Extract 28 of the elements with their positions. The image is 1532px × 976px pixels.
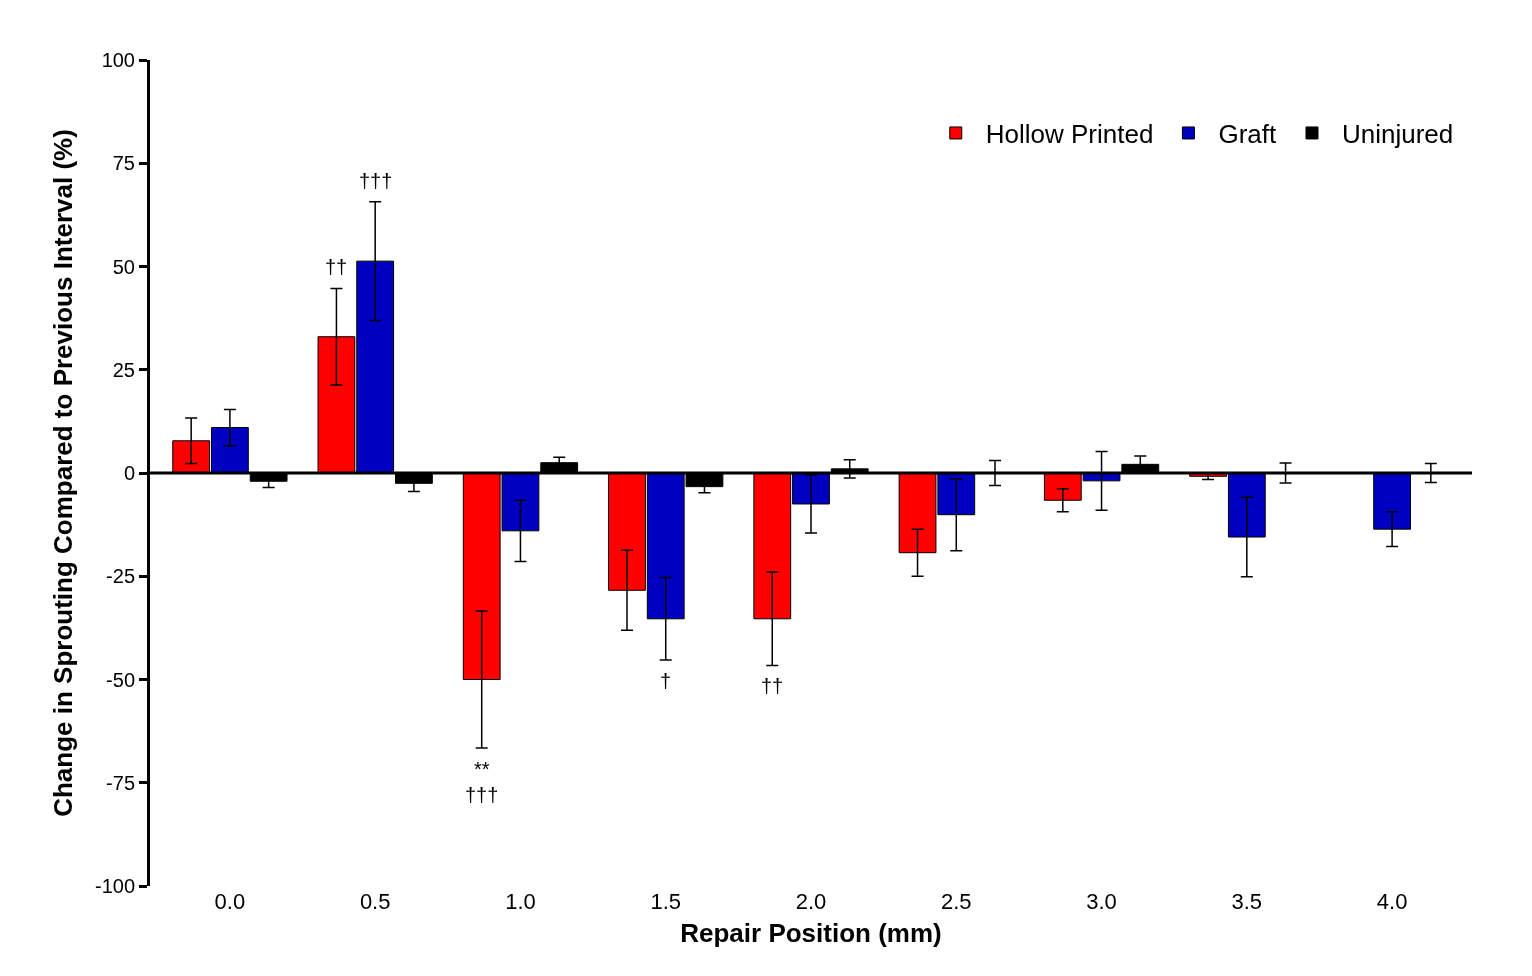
y-tick-label: 100 bbox=[101, 49, 135, 71]
y-tick-label: -100 bbox=[94, 875, 135, 897]
x-tick-label: 1.0 bbox=[505, 889, 536, 914]
annotation: ** ††† bbox=[465, 758, 499, 806]
x-tick-label: 3.5 bbox=[1231, 889, 1263, 914]
y-axis-title: Change in Sprouting Compared to Previous Interval (%) bbox=[48, 129, 79, 817]
y-tick-label: -75 bbox=[106, 771, 135, 794]
annotation: †† bbox=[325, 256, 348, 278]
y-tick-label: -50 bbox=[106, 668, 135, 691]
x-tick-label: 3.0 bbox=[1086, 889, 1117, 914]
legend-label: Uninjured bbox=[1341, 119, 1454, 150]
x-tick-label: 0.5 bbox=[359, 889, 391, 914]
x-tick-label: 1.5 bbox=[650, 889, 682, 914]
x-tick-label: 4.0 bbox=[1376, 889, 1408, 914]
legend-label: Hollow Printed bbox=[985, 119, 1154, 150]
annotation: † bbox=[660, 670, 672, 692]
y-tick-label: 75 bbox=[112, 152, 135, 175]
x-tick-label: 0.0 bbox=[214, 889, 246, 914]
legend-label: Graft bbox=[1218, 119, 1277, 150]
x-tick-label: 2.5 bbox=[940, 889, 972, 914]
y-tick-label: -25 bbox=[106, 565, 135, 588]
annotation: ††† bbox=[359, 170, 393, 192]
annotation: †† bbox=[761, 675, 784, 697]
y-tick-label: 25 bbox=[112, 358, 135, 381]
y-tick-label: 0 bbox=[123, 462, 135, 484]
x-tick-label: 2.0 bbox=[795, 889, 827, 914]
x-axis-title: Repair Position (mm) bbox=[680, 917, 942, 948]
y-tick-label: 50 bbox=[112, 255, 135, 278]
